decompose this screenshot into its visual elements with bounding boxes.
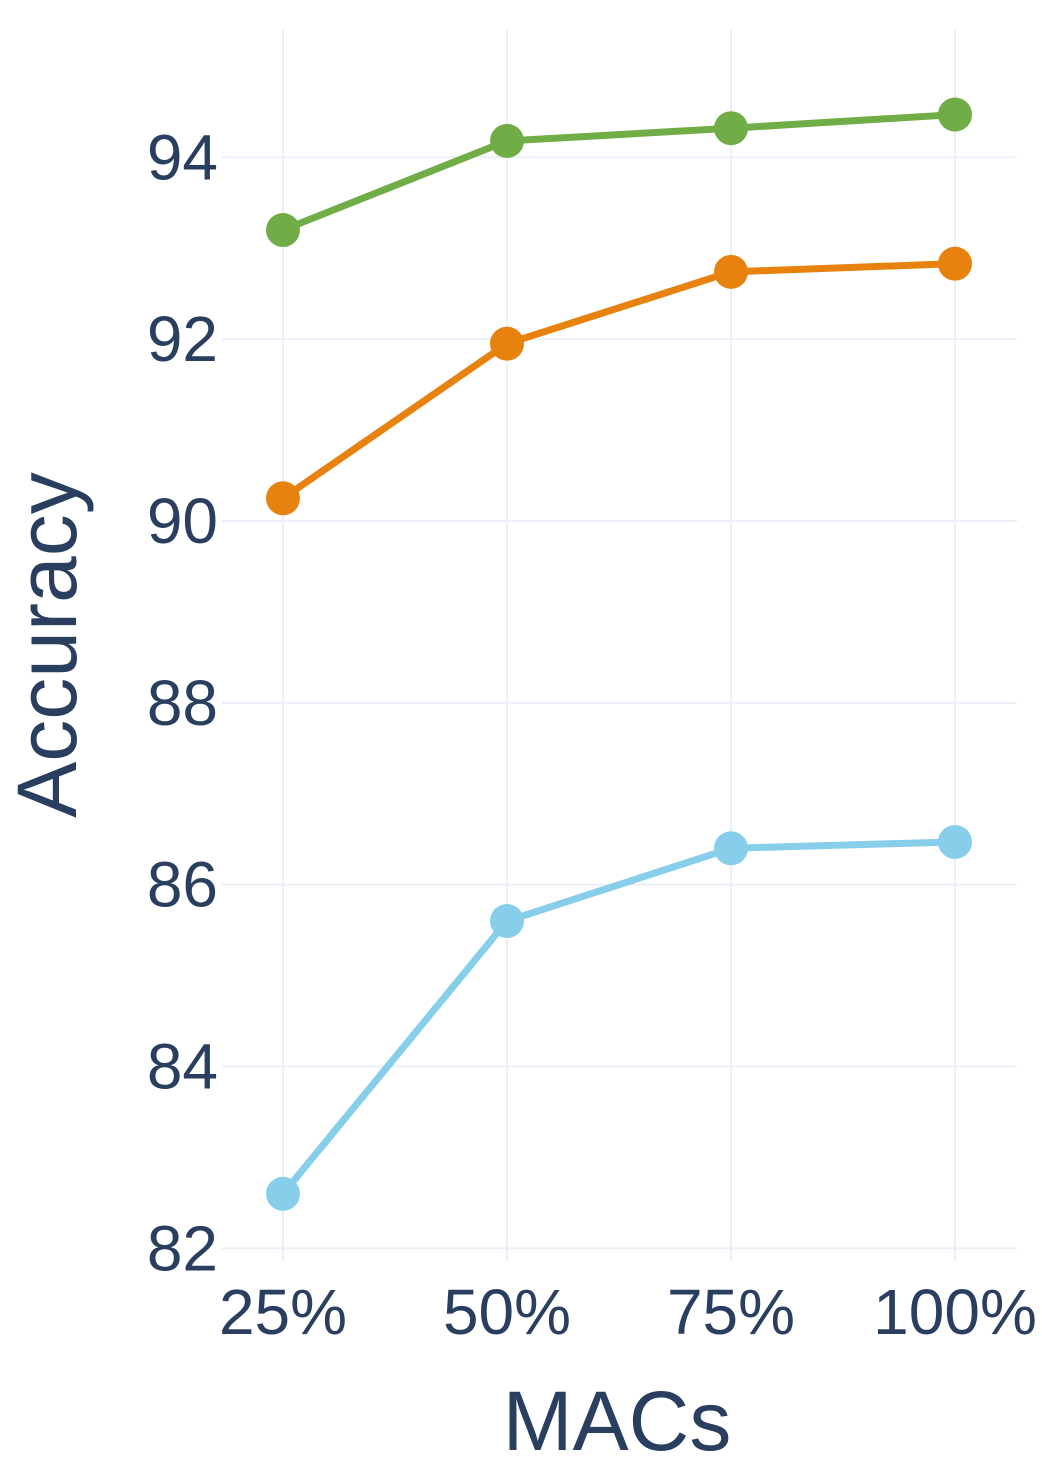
- y-tick-label: 92: [147, 303, 218, 375]
- series-1: [266, 246, 972, 516]
- data-point: [938, 97, 972, 132]
- y-tick-label: 86: [147, 849, 218, 921]
- series-line: [279, 838, 959, 1198]
- x-tick-label: 100%: [873, 1276, 1037, 1348]
- x-tick-label: 75%: [667, 1276, 795, 1348]
- data-point: [490, 904, 524, 939]
- series-line: [279, 111, 959, 234]
- y-axis-ticks: 82 84 86 88 90 92 94: [147, 121, 218, 1284]
- data-point: [938, 824, 972, 859]
- data-point: [714, 831, 748, 866]
- series-2: [266, 824, 972, 1211]
- data-point: [266, 481, 300, 516]
- y-tick-label: 94: [147, 121, 218, 193]
- series-line: [279, 260, 959, 502]
- grid: [222, 30, 1017, 1262]
- y-tick-label: 90: [147, 485, 218, 557]
- y-axis-title: Accuracy: [0, 472, 94, 817]
- series-0: [266, 97, 972, 248]
- x-tick-label: 50%: [443, 1276, 571, 1348]
- data-point: [490, 326, 524, 361]
- data-point: [938, 246, 972, 281]
- data-point: [714, 254, 748, 289]
- x-tick-label: 25%: [219, 1276, 347, 1348]
- data-point: [714, 111, 748, 146]
- y-tick-label: 88: [147, 667, 218, 739]
- x-axis-ticks: 25% 50% 75% 100%: [219, 1276, 1037, 1348]
- data-point: [490, 123, 524, 158]
- data-point: [266, 1176, 300, 1211]
- x-axis-title: MACs: [503, 1374, 732, 1468]
- data-point: [266, 213, 300, 248]
- y-tick-label: 82: [147, 1212, 218, 1284]
- y-tick-label: 84: [147, 1031, 218, 1103]
- series-group: [266, 97, 972, 1211]
